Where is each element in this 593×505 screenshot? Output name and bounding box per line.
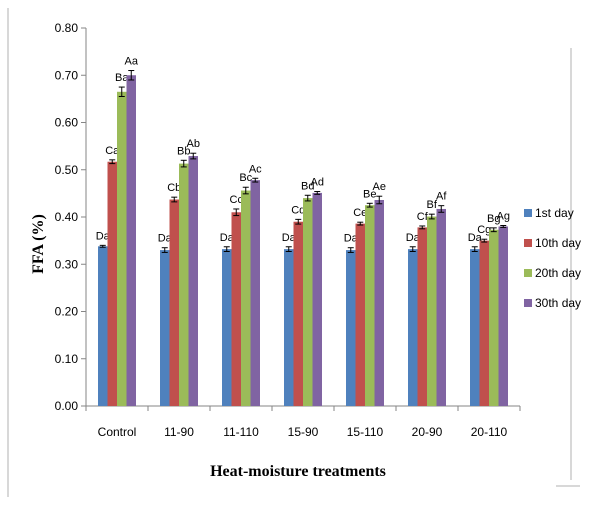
bar: [374, 199, 384, 406]
y-tick-label: 0.00: [55, 399, 79, 413]
bar: [179, 163, 189, 406]
legend-swatch: [524, 209, 532, 217]
bar: [117, 91, 127, 406]
x-tick-label: 20-110: [471, 425, 508, 439]
bar: [160, 250, 170, 406]
bar: [408, 249, 418, 406]
data-label: Da: [468, 232, 483, 244]
y-tick-label: 0.10: [55, 352, 79, 366]
data-label: Bg: [487, 213, 500, 225]
data-label: Cb: [167, 182, 181, 194]
bar: [107, 161, 117, 406]
data-label: Aa: [125, 56, 139, 68]
x-tick-label: 15-90: [288, 425, 319, 439]
x-tick-label: 20-90: [412, 425, 443, 439]
data-label: Ce: [353, 207, 367, 219]
legend-label: 20th day: [535, 266, 581, 280]
bar: [427, 216, 437, 406]
x-tick-label: 15-110: [347, 425, 384, 439]
legend: 1st day 10th day 20th day 30th day: [524, 206, 581, 310]
bar: [479, 240, 489, 406]
legend-swatch: [524, 269, 532, 277]
bar: [470, 249, 480, 406]
data-label: Bc: [239, 172, 252, 184]
data-label: Ac: [249, 163, 262, 175]
bar: [303, 198, 313, 406]
data-label: Ad: [311, 176, 324, 188]
legend-label: 10th day: [535, 236, 581, 250]
y-tick-label: 0.50: [55, 163, 79, 177]
legend-label: 1st day: [535, 206, 574, 220]
data-label: Cc: [230, 194, 244, 206]
bar: [188, 156, 198, 406]
y-tick-label: 0.60: [55, 116, 79, 130]
bar: [284, 249, 294, 406]
legend-swatch: [524, 299, 532, 307]
data-label: Da: [158, 233, 173, 245]
y-tick-label: 0.30: [55, 257, 79, 271]
y-tick-label: 0.40: [55, 210, 79, 224]
bar: [222, 249, 232, 406]
bar: [436, 208, 446, 406]
x-tick-label: Control: [98, 425, 137, 439]
data-label: Da: [344, 233, 359, 245]
legend-label: 30th day: [535, 296, 581, 310]
bar: [417, 227, 427, 406]
data-label: Da: [96, 230, 111, 242]
legend-swatch: [524, 239, 532, 247]
y-tick-label: 0.70: [55, 68, 79, 82]
bar: [241, 190, 251, 406]
bar: [126, 75, 136, 406]
data-label: Af: [436, 191, 447, 203]
bar: [365, 205, 375, 406]
data-label: Bb: [177, 145, 190, 157]
data-label: Bd: [301, 180, 314, 192]
x-axis-title: Heat-moisture treatments: [210, 463, 386, 480]
bar: [98, 246, 108, 406]
x-tick-label: 11-110: [223, 425, 259, 439]
bar: [498, 226, 508, 406]
bar: [293, 221, 303, 406]
bar: [312, 192, 322, 406]
bar: [169, 199, 179, 406]
y-tick-label: 0.80: [55, 21, 79, 35]
plot-area: 0.00 0.10 0.20 0.30 0.40 0.50 0.60 0.70 0.80 Cont…: [55, 21, 521, 439]
bar: [231, 212, 241, 406]
bar: [250, 180, 260, 406]
bar: [489, 229, 499, 406]
data-label: Da: [406, 232, 421, 244]
data-label: Ag: [497, 211, 510, 223]
data-label: Ba: [115, 72, 129, 84]
data-label: Be: [363, 188, 376, 200]
data-label: Da: [220, 232, 235, 244]
bar: [355, 223, 365, 406]
data-label: Cd: [291, 204, 305, 216]
data-label: Cg: [477, 224, 491, 236]
data-label: Cf: [417, 211, 429, 223]
data-label: Ca: [105, 145, 120, 157]
data-label: Da: [282, 232, 297, 244]
bar: [346, 250, 356, 406]
y-tick-label: 0.20: [55, 305, 79, 319]
y-axis-title: FFA (%): [30, 214, 47, 274]
data-label: Bf: [427, 199, 438, 211]
x-tick-label: 11-90: [164, 425, 194, 439]
data-label: Ab: [187, 138, 200, 150]
data-label: Ae: [373, 181, 386, 193]
